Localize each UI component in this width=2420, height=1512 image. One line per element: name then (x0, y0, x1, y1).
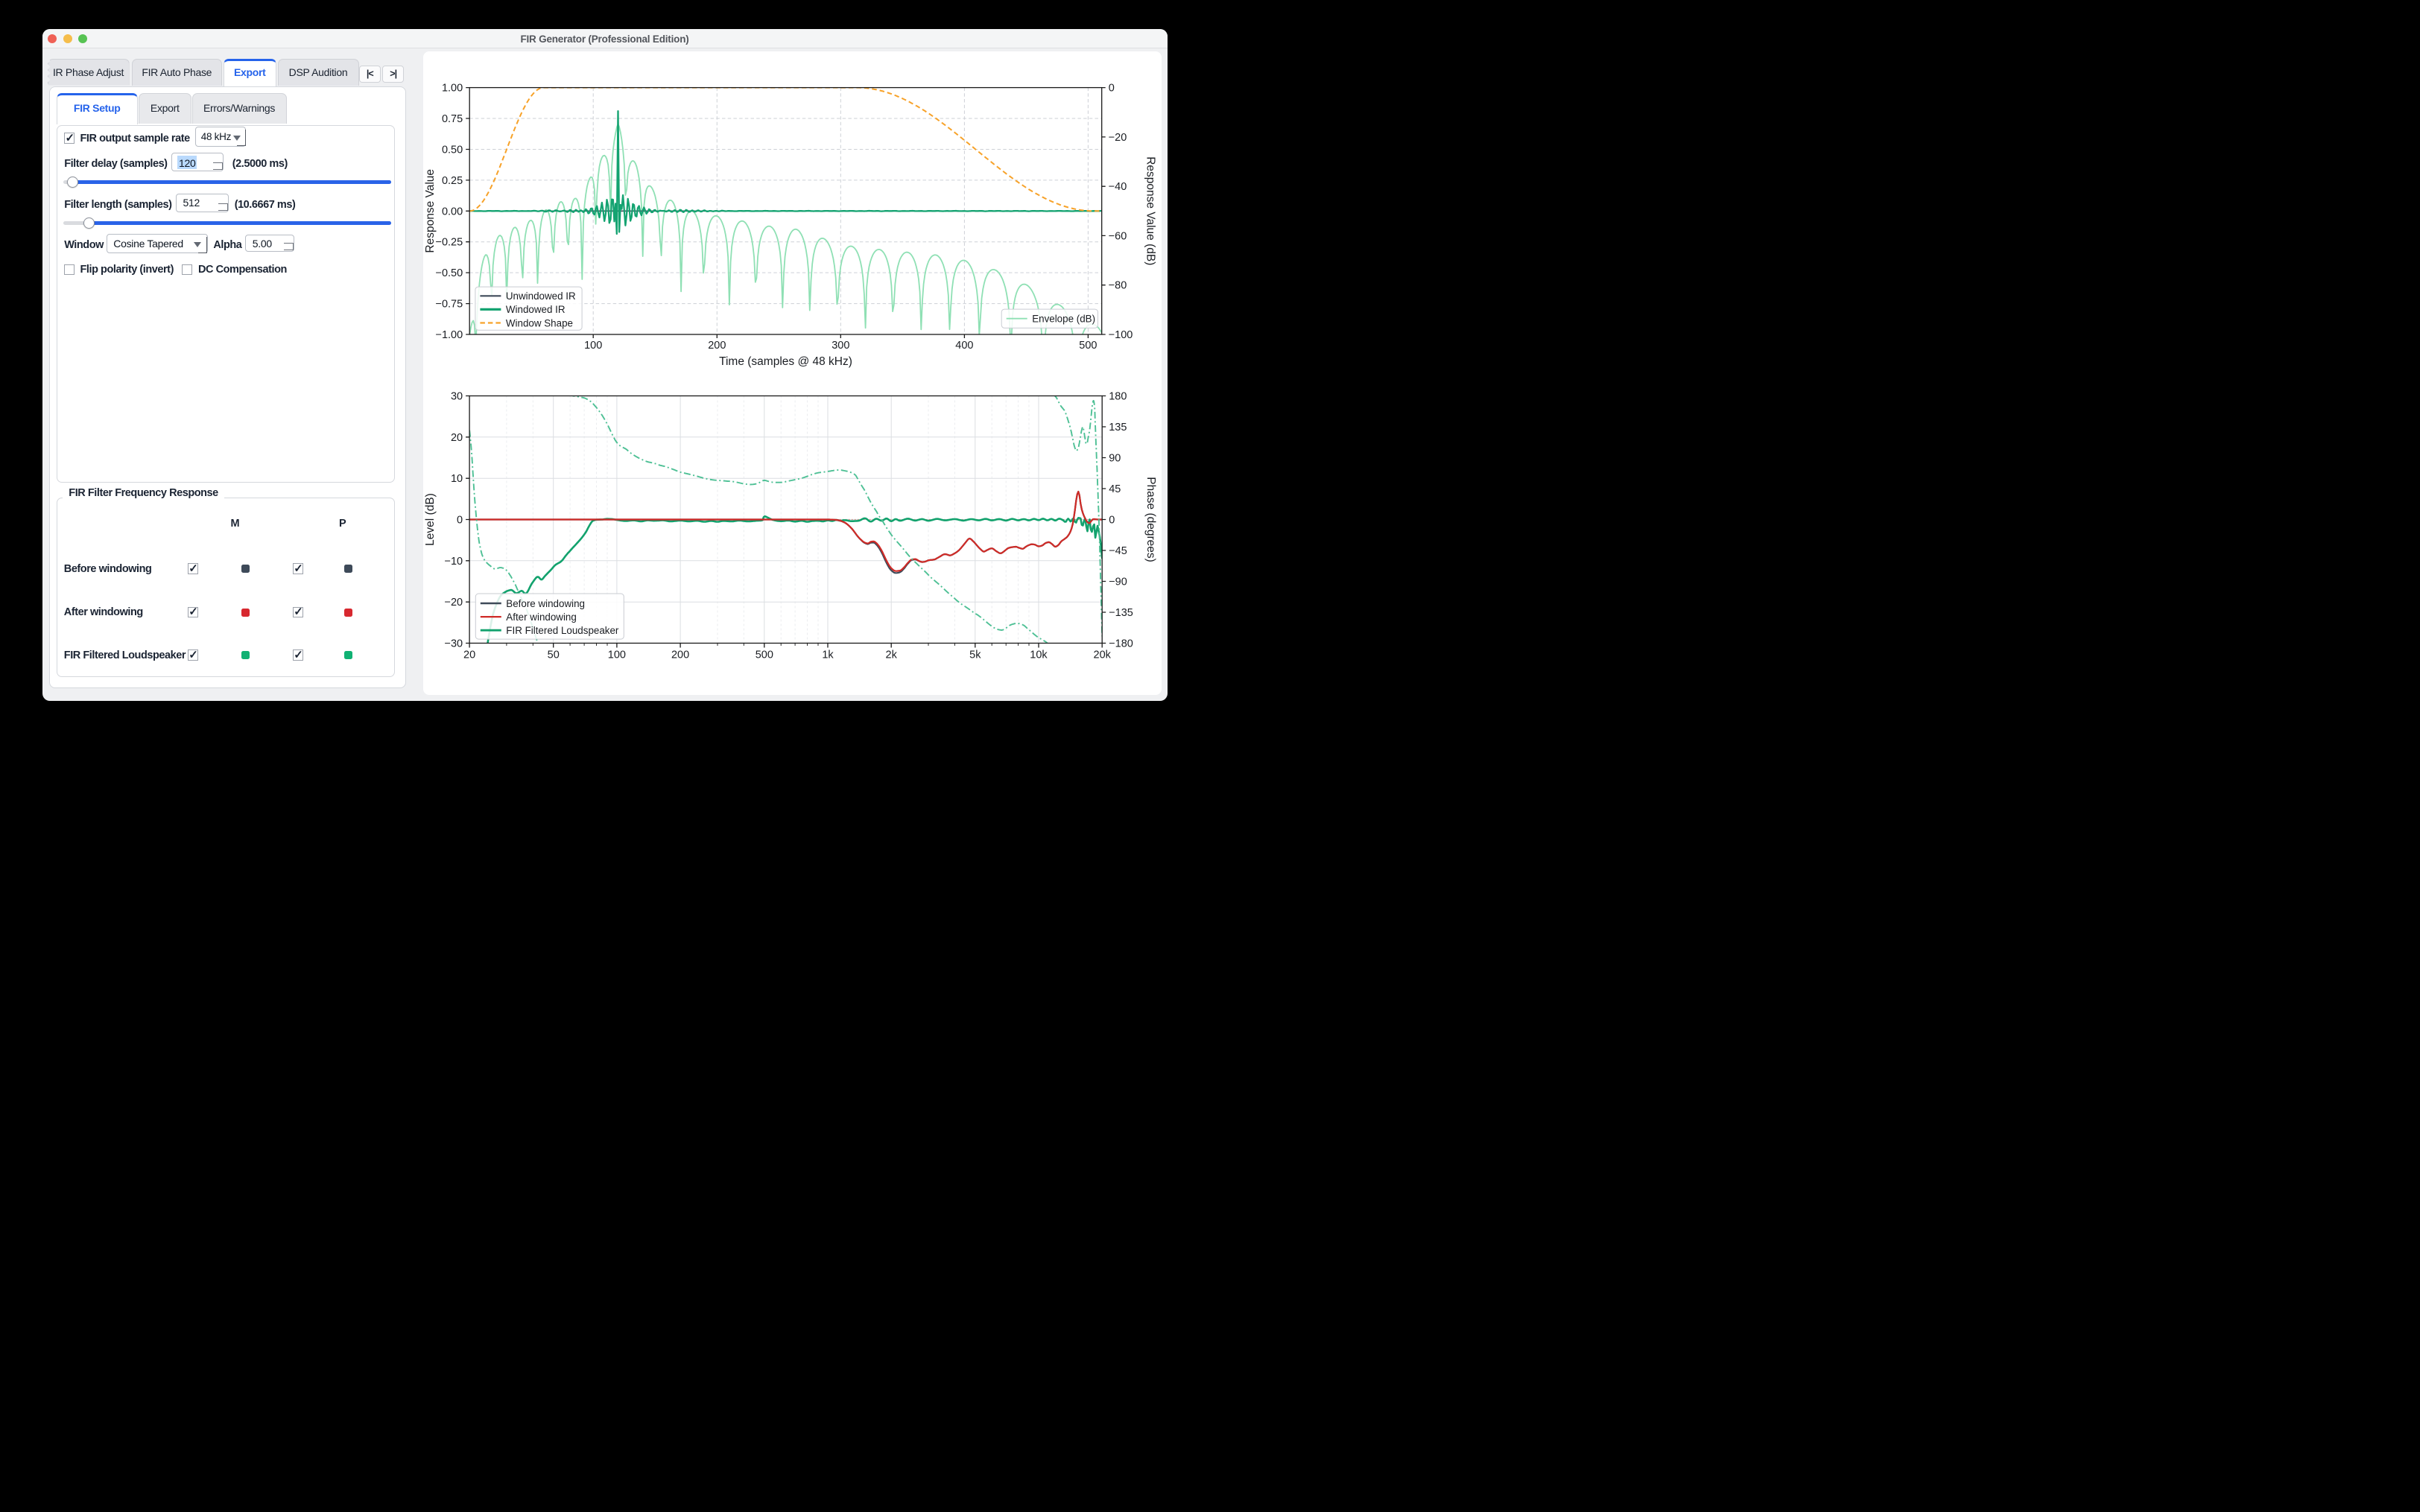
svg-text:180: 180 (1109, 391, 1127, 403)
svg-text:−20: −20 (1109, 132, 1127, 144)
svg-text:−60: −60 (1109, 230, 1127, 242)
svg-text:Response Value: Response Value (424, 169, 437, 253)
svg-text:2k: 2k (886, 649, 898, 661)
svg-text:500: 500 (1080, 340, 1097, 352)
svg-text:0.75: 0.75 (442, 113, 463, 125)
svg-text:20: 20 (463, 649, 475, 661)
svg-text:1k: 1k (823, 649, 834, 661)
svg-text:20k: 20k (1094, 649, 1112, 661)
svg-text:300: 300 (832, 340, 849, 352)
svg-text:500: 500 (756, 649, 773, 661)
svg-text:−80: −80 (1109, 280, 1127, 292)
svg-text:Phase (degrees): Phase (degrees) (1144, 477, 1157, 562)
svg-text:−30: −30 (445, 638, 463, 650)
svg-text:50: 50 (548, 649, 560, 661)
svg-text:After windowing: After windowing (507, 612, 577, 623)
svg-text:0: 0 (457, 515, 463, 527)
svg-text:−10: −10 (445, 556, 463, 568)
svg-text:10: 10 (451, 473, 463, 485)
svg-text:−45: −45 (1109, 545, 1127, 557)
svg-text:Response Value (dB): Response Value (dB) (1144, 156, 1157, 265)
svg-text:100: 100 (584, 340, 602, 352)
svg-text:20: 20 (451, 432, 463, 444)
svg-text:45: 45 (1109, 483, 1121, 495)
svg-text:Unwindowed IR: Unwindowed IR (506, 290, 576, 302)
svg-text:Level (dB): Level (dB) (424, 493, 437, 546)
svg-text:−0.75: −0.75 (436, 299, 463, 311)
svg-text:−20: −20 (445, 597, 463, 609)
svg-text:100: 100 (608, 649, 626, 661)
svg-text:0.25: 0.25 (442, 175, 463, 187)
svg-text:0.00: 0.00 (442, 206, 463, 217)
svg-text:30: 30 (451, 391, 463, 403)
svg-text:−180: −180 (1109, 638, 1133, 650)
svg-text:−135: −135 (1109, 607, 1133, 619)
svg-text:−90: −90 (1109, 576, 1127, 588)
svg-text:135: 135 (1109, 422, 1127, 433)
svg-text:0: 0 (1109, 515, 1115, 527)
svg-text:400: 400 (956, 340, 974, 352)
svg-text:Windowed IR: Windowed IR (506, 304, 566, 315)
svg-text:Time (samples @ 48 kHz): Time (samples @ 48 kHz) (719, 355, 852, 368)
svg-text:0: 0 (1109, 83, 1115, 95)
svg-text:−1.00: −1.00 (436, 329, 463, 341)
svg-text:Window Shape: Window Shape (506, 317, 573, 328)
svg-text:−0.50: −0.50 (436, 267, 463, 279)
svg-text:Envelope (dB): Envelope (dB) (1032, 314, 1095, 325)
svg-text:1.00: 1.00 (442, 83, 463, 95)
svg-text:200: 200 (708, 340, 726, 352)
svg-text:−100: −100 (1109, 329, 1133, 341)
svg-text:Before windowing: Before windowing (507, 598, 586, 609)
svg-text:200: 200 (671, 649, 689, 661)
svg-text:0.50: 0.50 (442, 144, 463, 156)
svg-text:−0.25: −0.25 (436, 237, 463, 249)
svg-text:10k: 10k (1030, 649, 1048, 661)
svg-text:FIR Filtered Loudspeaker: FIR Filtered Loudspeaker (507, 625, 620, 636)
svg-text:90: 90 (1109, 453, 1121, 465)
svg-text:5k: 5k (969, 649, 981, 661)
svg-text:−40: −40 (1109, 181, 1127, 193)
